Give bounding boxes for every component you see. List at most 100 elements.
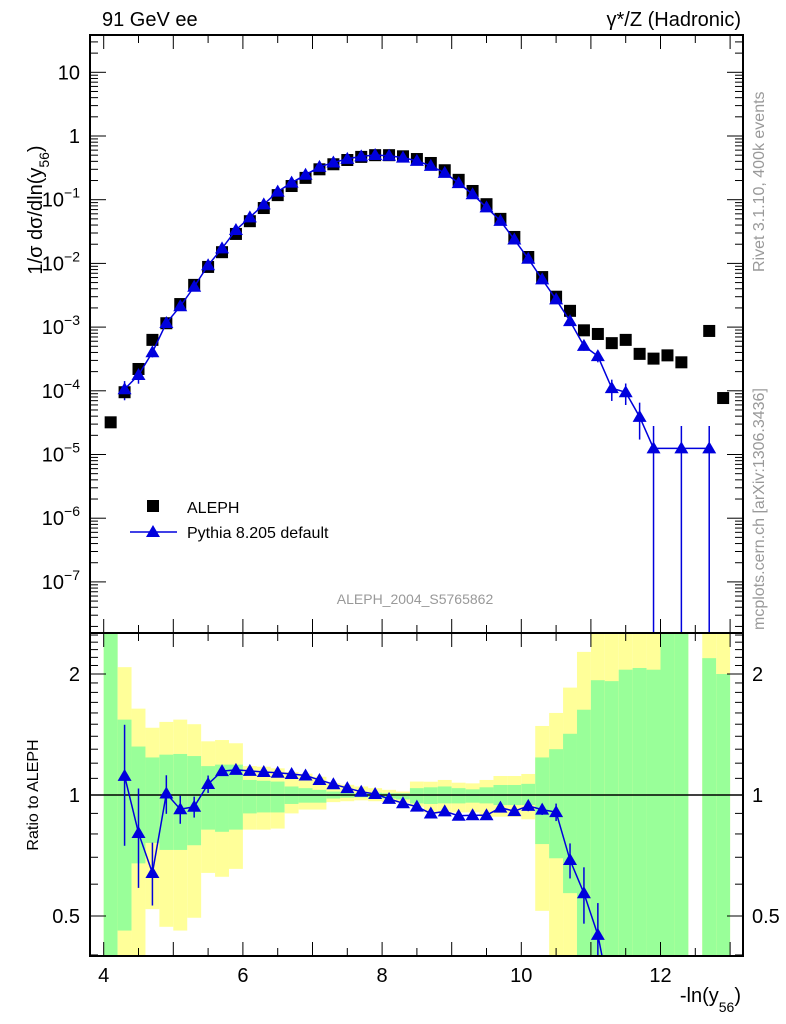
y-tick-label: 10−5 [42, 440, 80, 467]
x-tick-label: 6 [237, 965, 248, 987]
ratio-point [215, 764, 230, 777]
band-stat [563, 733, 577, 894]
band-stat [702, 658, 717, 956]
ratio-point [395, 796, 410, 809]
band-stat [535, 757, 550, 845]
band-stat [201, 766, 216, 830]
ratio-point [647, 998, 661, 1010]
y-tick-label: 10−7 [42, 567, 80, 594]
ratio-y-tick-label-left: 1 [69, 785, 80, 807]
aleph-point [675, 356, 688, 369]
aleph-point [647, 352, 660, 365]
band-stat [256, 780, 271, 813]
ratio-point [605, 998, 619, 1010]
pythia-point [340, 151, 355, 164]
ratio-y-axis-label: Ratio to ALEPH [25, 739, 42, 850]
aleph-point [633, 347, 646, 360]
band-stat [646, 669, 661, 956]
ratio-point [479, 808, 494, 821]
pythia-point [382, 148, 397, 161]
ratio-point [368, 786, 383, 799]
side-label-rivet: Rivet 3.1.10, 400k events [751, 91, 768, 272]
ratio-point [451, 808, 466, 821]
x-tick-label: 8 [377, 965, 388, 987]
ratio-point [409, 799, 424, 812]
pythia-point [159, 315, 174, 328]
ratio-point [507, 804, 522, 817]
ratio-point [131, 825, 146, 838]
ratio-point [340, 781, 355, 794]
ratio-point [326, 777, 341, 790]
band-stat [312, 789, 327, 803]
ratio-point [590, 927, 605, 940]
ratio-point [173, 802, 188, 815]
aleph-point [104, 416, 117, 429]
x-tick-label: 10 [510, 965, 532, 987]
ratio-point [633, 998, 647, 1010]
pythia-point [437, 165, 452, 178]
pythia-line [124, 154, 710, 450]
pythia-point [131, 368, 146, 381]
band-stat [660, 634, 675, 956]
ratio-point [354, 784, 369, 797]
pythia-point [576, 338, 591, 351]
pythia-point [618, 385, 633, 398]
ratio-point [145, 865, 160, 878]
pythia-point [312, 159, 327, 172]
aleph-point [577, 324, 590, 337]
pythia-point [201, 258, 216, 271]
legend-pythia-label: Pythia 8.205 default [187, 525, 329, 542]
legend: ALEPH Pythia 8.205 default [130, 500, 329, 542]
ratio-point [117, 768, 132, 781]
pythia-point [646, 441, 661, 454]
band-stat [716, 674, 731, 956]
aleph-point [564, 304, 577, 317]
band-stat [409, 788, 424, 804]
ratio-point [423, 806, 438, 819]
pythia-point [215, 241, 230, 254]
axes: 4 6 8 10 1210110−110−210−310−410−510−610−70.… [42, 35, 780, 987]
ratio-point [298, 768, 313, 781]
legend-pythia-marker [146, 525, 160, 537]
pythia-point [451, 176, 466, 189]
y-tick-label: 10−4 [42, 376, 80, 403]
pythia-point [173, 299, 188, 312]
pythia-point [465, 187, 480, 200]
pythia-point [674, 441, 689, 454]
pythia-point [298, 167, 313, 180]
band-stat [604, 681, 619, 956]
pythia-point [242, 210, 257, 223]
ratio-y-tick-label-right: 0.5 [752, 906, 780, 928]
pythia-point [187, 279, 202, 292]
pythia-point [354, 149, 369, 162]
ratio-y-tick-label-right: 1 [752, 785, 763, 807]
pythia-point [479, 200, 494, 213]
ratio-point [312, 772, 327, 785]
x-tick-label: 4 [98, 965, 109, 987]
ratio-series [90, 724, 743, 1010]
main-series [104, 148, 730, 633]
band-stat [618, 669, 633, 956]
band-stat [465, 789, 480, 803]
band-stat [590, 680, 605, 956]
pythia-point [270, 184, 285, 197]
title-right: γ*/Z (Hadronic) [607, 9, 741, 31]
band-stat [270, 781, 285, 813]
pythia-point [632, 409, 647, 422]
pythia-point [228, 222, 243, 235]
band-stat [215, 764, 229, 832]
pythia-point [423, 158, 438, 171]
pythia-point [117, 382, 132, 395]
legend-aleph-marker [147, 500, 159, 512]
pythia-point [549, 292, 564, 305]
ratio-point [242, 763, 257, 776]
y-tick-label: 10 [58, 62, 80, 84]
pythia-point [145, 345, 160, 358]
y-tick-label: 10−6 [42, 503, 80, 530]
pythia-point [395, 150, 410, 163]
band-stat [242, 779, 257, 814]
ratio-point [228, 762, 243, 775]
band-stat [228, 764, 243, 830]
pythia-point [409, 153, 424, 166]
